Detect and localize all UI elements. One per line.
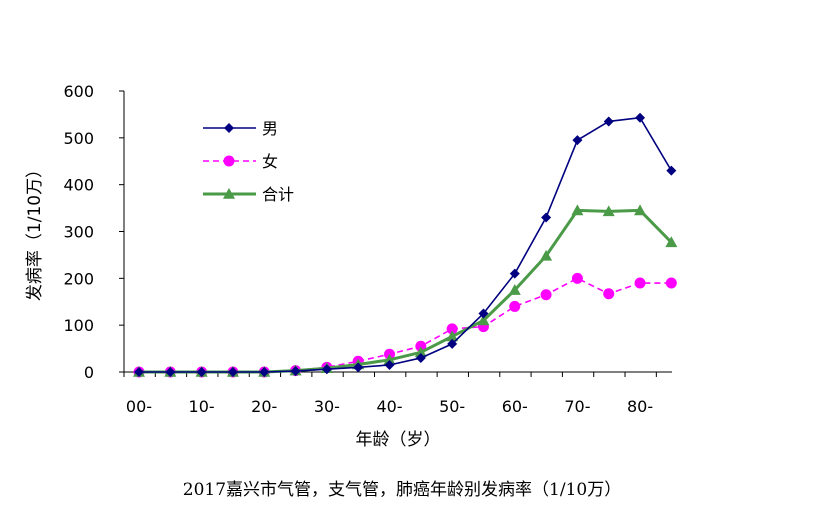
- data-point: [446, 323, 458, 335]
- legend-item: 女: [203, 152, 278, 171]
- data-point: [571, 204, 584, 216]
- x-axis-title: 年龄（岁）: [356, 430, 441, 450]
- legend-swatch-marker: [223, 188, 235, 199]
- series-line: [139, 277, 672, 373]
- data-point: [602, 205, 615, 217]
- chart-title: 2017嘉兴市气管，支气管，肺癌年龄别发病率（1/10万）: [183, 480, 621, 500]
- x-tick-label: 40-: [376, 397, 402, 416]
- data-point: [259, 367, 270, 377]
- data-point: [540, 249, 553, 261]
- y-tick-labels: 0 100 200 300 400 500 600: [63, 82, 124, 382]
- y-tick-label: 500: [63, 129, 94, 148]
- x-tick-label: 80-: [627, 397, 653, 416]
- data-point: [509, 300, 521, 312]
- data-point: [509, 268, 520, 279]
- data-point: [571, 272, 583, 284]
- data-point: [447, 338, 458, 349]
- data-point: [290, 366, 301, 377]
- legend-swatch-marker: [223, 155, 235, 167]
- x-tick-label: 10-: [189, 397, 215, 416]
- data-point: [508, 284, 521, 295]
- x-tick-label: 70-: [564, 397, 590, 416]
- data-point: [665, 236, 678, 248]
- data-point: [414, 346, 427, 358]
- x-tick-label: 00-: [126, 397, 152, 416]
- y-tick-label: 400: [63, 176, 94, 195]
- data-point: [383, 353, 396, 365]
- data-point: [384, 359, 395, 370]
- data-point: [321, 364, 332, 375]
- data-point: [446, 330, 459, 342]
- data-point: [665, 277, 677, 289]
- data-point: [415, 352, 426, 363]
- y-tick-label: 0: [84, 363, 94, 382]
- legend-swatch-marker: [224, 123, 234, 133]
- x-tick-labels: 00- 10- 20- 30- 40- 50- 60- 70- 80-: [123, 372, 657, 416]
- legend-item: 合计: [203, 185, 294, 204]
- data-point: [635, 112, 646, 123]
- legend-label: 男: [262, 119, 278, 138]
- y-tick-label: 200: [63, 269, 94, 288]
- data-point: [165, 367, 176, 377]
- y-axis-title: 发病率（1/10万）: [25, 161, 45, 301]
- data-point: [227, 367, 238, 377]
- x-tick-label: 20-: [251, 397, 277, 416]
- data-point: [478, 308, 489, 319]
- series-line: [139, 208, 673, 374]
- series-layer: [133, 112, 678, 378]
- y-tick-label: 300: [63, 223, 94, 242]
- data-point: [603, 116, 614, 127]
- data-point: [666, 165, 677, 176]
- series-1: [134, 112, 677, 377]
- data-point: [572, 135, 583, 146]
- data-point: [540, 289, 552, 301]
- y-tick-label: 100: [63, 316, 94, 335]
- data-point: [603, 288, 615, 300]
- x-tick-label: 60-: [502, 397, 528, 416]
- data-point: [134, 367, 144, 377]
- legend-label: 女: [262, 152, 278, 171]
- x-tick-label: 30-: [314, 397, 340, 416]
- y-tick-label: 600: [63, 82, 94, 101]
- data-point: [196, 367, 207, 377]
- x-tick-label: 50-: [439, 397, 465, 416]
- data-point: [415, 340, 427, 352]
- data-point: [477, 314, 490, 326]
- data-point: [353, 362, 364, 373]
- series-3: [133, 204, 678, 377]
- series-line: [139, 116, 673, 373]
- legend-item: 男: [203, 119, 278, 138]
- data-point: [634, 277, 646, 289]
- data-point: [541, 212, 552, 223]
- data-point: [634, 204, 647, 216]
- legend-label: 合计: [262, 185, 294, 204]
